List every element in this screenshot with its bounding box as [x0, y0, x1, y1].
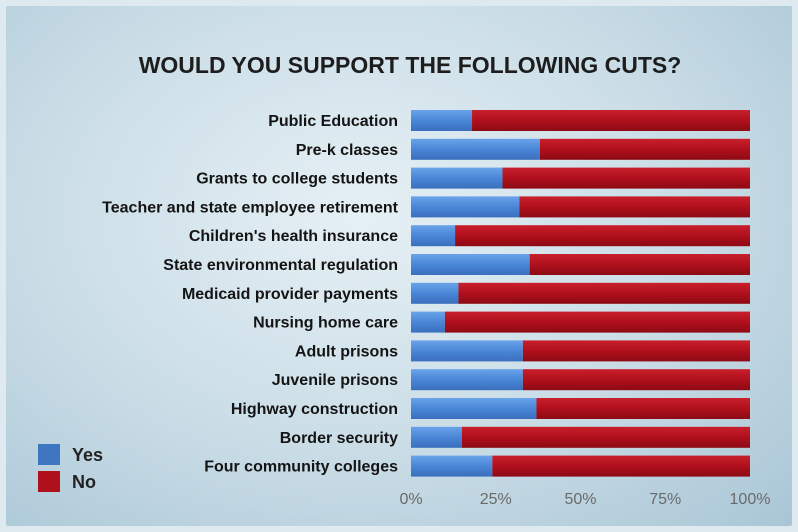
category-label: Border security: [280, 430, 398, 447]
category-label: Highway construction: [231, 401, 398, 418]
category-label: Adult prisons: [295, 343, 398, 360]
legend-swatch-no: [38, 471, 60, 492]
bar-no: [536, 398, 750, 419]
category-label: Four community colleges: [204, 459, 398, 476]
x-tick-label: 75%: [649, 491, 681, 508]
category-label: Nursing home care: [253, 315, 398, 332]
bar-yes: [411, 340, 523, 362]
x-tick-label: 50%: [564, 491, 596, 508]
bar-yes: [411, 282, 459, 304]
category-labels: Public Education Pre-k classes Grants to c…: [102, 113, 398, 476]
bar-no: [455, 225, 750, 247]
bar-no: [458, 282, 750, 304]
bars-group: [411, 110, 750, 477]
legend-label-yes: Yes: [72, 445, 103, 465]
bar-no: [522, 340, 750, 362]
bar-yes: [411, 110, 473, 131]
bar-yes: [411, 455, 493, 477]
bar-yes: [411, 398, 537, 419]
chart-title: WOULD YOU SUPPORT THE FOLLOWING CUTS?: [139, 52, 682, 78]
bar-no: [492, 455, 750, 477]
legend-swatch-yes: [38, 444, 60, 465]
bar-no: [461, 426, 750, 448]
category-label: Children's health insurance: [189, 228, 398, 245]
bar-yes: [411, 167, 503, 189]
x-tick-label: 100%: [730, 491, 771, 508]
legend-label-no: No: [72, 472, 96, 492]
bar-no: [472, 110, 750, 131]
category-label: State environmental regulation: [163, 257, 398, 274]
category-label: Juvenile prisons: [272, 372, 398, 389]
bar-yes: [411, 426, 462, 448]
category-label: Medicaid provider payments: [182, 286, 398, 303]
legend: Yes No: [38, 444, 103, 492]
category-label: Teacher and state employee retirement: [102, 199, 398, 216]
bar-no: [502, 167, 750, 189]
bar-yes: [411, 225, 456, 247]
bar-yes: [411, 138, 540, 160]
bar-yes: [411, 311, 445, 333]
bar-no: [539, 138, 750, 160]
category-label: Pre-k classes: [296, 142, 398, 159]
bar-no: [519, 196, 750, 218]
bar-no: [529, 254, 750, 275]
bar-yes: [411, 196, 520, 218]
x-axis-ticks: 0% 25% 50% 75% 100%: [399, 491, 770, 508]
bar-no: [522, 369, 750, 391]
x-tick-label: 25%: [480, 491, 512, 508]
x-tick-label: 0%: [399, 491, 422, 508]
bar-no: [444, 311, 750, 333]
category-label: Grants to college students: [196, 171, 398, 188]
bar-yes: [411, 254, 530, 275]
category-label: Public Education: [268, 113, 398, 130]
bar-yes: [411, 369, 523, 391]
